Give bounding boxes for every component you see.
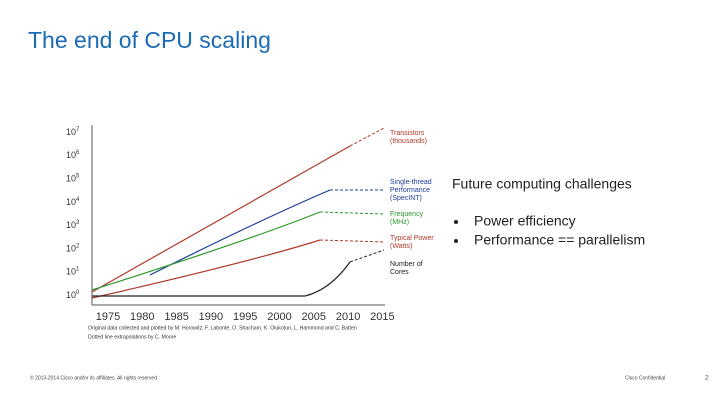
- footer-confidential: Cisco Confidential: [625, 375, 665, 381]
- tick-base: 10: [66, 267, 76, 277]
- y-tick-label: 106: [66, 150, 80, 161]
- tick-base: 10: [66, 197, 76, 207]
- trend-line: [91, 239, 321, 299]
- tick-base: 10: [66, 127, 76, 137]
- y-tick-label: 101: [66, 266, 80, 277]
- y-tick-label: 105: [66, 173, 80, 184]
- bullet-dot: [454, 220, 458, 224]
- y-tick-label: 102: [66, 243, 80, 254]
- tick-exponent: 1: [76, 266, 80, 272]
- trend-line: [92, 261, 351, 297]
- legend-label: Transistors: [390, 130, 425, 137]
- legend-label: Frequency: [390, 211, 424, 218]
- bullet-text: Power efficiency: [474, 213, 576, 229]
- legend-label: (MHz): [390, 219, 409, 226]
- bullet-dot: [454, 239, 458, 243]
- content-heading: Future computing challenges: [452, 176, 632, 192]
- trend-line: [91, 145, 351, 293]
- trend-line: [319, 239, 385, 243]
- legend-label: (thousands): [390, 138, 427, 145]
- x-tick-label: 1980: [130, 311, 154, 323]
- footer-page: 2: [705, 376, 709, 382]
- legend-label: Cores: [390, 269, 409, 276]
- x-tick-label: 1990: [199, 311, 223, 323]
- legend-label: Performance: [390, 187, 430, 194]
- tick-base: 10: [66, 174, 76, 184]
- y-tick-label: 107: [66, 126, 80, 137]
- trend-line: [149, 189, 331, 276]
- x-tick-label: 2015: [370, 311, 394, 323]
- trend-line: [91, 211, 321, 291]
- tick-exponent: 7: [76, 126, 80, 132]
- tick-exponent: 6: [76, 150, 80, 156]
- footer-copyright: © 2013-2014 Cisco and/or its affiliates.…: [30, 374, 158, 381]
- trend-line: [349, 127, 385, 147]
- x-tick-label: 2010: [336, 311, 360, 323]
- tick-exponent: 3: [76, 220, 80, 226]
- trend-line: [349, 249, 385, 263]
- x-tick-label: 1975: [96, 311, 120, 323]
- x-tick-label: 2000: [267, 311, 291, 323]
- y-tick-label: 100: [66, 290, 80, 301]
- bullet-text: Performance == parallelism: [474, 232, 645, 248]
- legend-label: (Watts): [390, 243, 412, 250]
- tick-base: 10: [66, 244, 76, 254]
- tick-base: 10: [66, 220, 76, 230]
- legend-label: (SpecINT): [390, 195, 422, 202]
- legend-label: Number of: [390, 261, 423, 268]
- tick-exponent: 5: [76, 173, 80, 179]
- tick-base: 10: [66, 290, 76, 300]
- x-tick-label: 1985: [164, 311, 188, 323]
- tick-exponent: 0: [76, 290, 80, 296]
- slide-title: The end of CPU scaling: [28, 27, 271, 53]
- x-tick-label: 1995: [233, 311, 257, 323]
- x-tick-label: 2005: [302, 311, 326, 323]
- y-tick-label: 104: [66, 196, 80, 207]
- y-tick-label: 103: [66, 220, 80, 231]
- tick-base: 10: [66, 151, 76, 161]
- legend-label: Single-thread: [390, 179, 432, 186]
- figure-caption: Original data collected and plotted by M…: [88, 325, 357, 331]
- figure-caption: Dotted line extrapolations by C. Moore: [88, 334, 176, 340]
- legend-label: Typical Power: [390, 235, 434, 242]
- tick-exponent: 2: [76, 243, 80, 249]
- tick-exponent: 4: [76, 196, 80, 202]
- trend-line: [319, 211, 385, 215]
